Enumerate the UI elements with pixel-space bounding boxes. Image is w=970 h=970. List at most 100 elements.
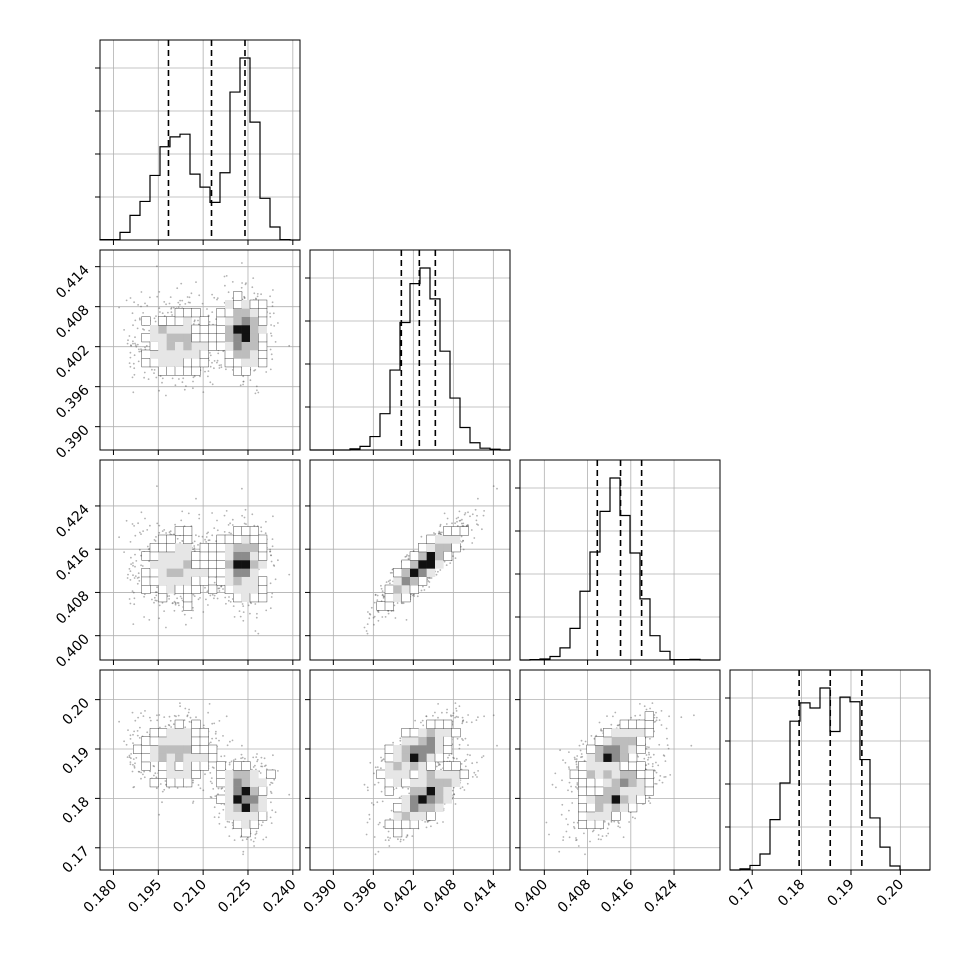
density-cell: [644, 728, 654, 738]
density-cell: [199, 349, 209, 359]
density-cell: [401, 795, 411, 804]
density-cell: [208, 543, 218, 553]
density-cell: [191, 753, 201, 762]
density-cell: [250, 333, 259, 342]
density-cell: [459, 526, 469, 536]
density-cell: [451, 526, 461, 536]
density-cell: [586, 761, 596, 771]
density-cell: [199, 551, 209, 561]
density-cell: [199, 761, 209, 771]
density-cell: [619, 761, 629, 771]
density-cell: [241, 828, 251, 838]
density-cell: [241, 576, 251, 586]
density-cell: [233, 560, 242, 569]
density-cell: [451, 728, 461, 738]
density-cell: [435, 736, 444, 746]
density-cell: [250, 551, 259, 561]
density-cell: [603, 736, 612, 746]
density-cell: [241, 333, 251, 342]
density-cell: [410, 576, 419, 586]
density-cell: [628, 745, 637, 754]
density-cell: [393, 593, 402, 602]
panel-frame: [99, 669, 301, 871]
density-cell: [191, 576, 201, 586]
density-cell: [149, 728, 159, 738]
density-cell: [401, 736, 411, 746]
density-cell: [233, 291, 243, 301]
density-cell: [426, 543, 436, 552]
density-cell: [158, 534, 168, 544]
density-cell: [250, 811, 259, 821]
density-cell: [393, 585, 402, 594]
density-cell: [258, 349, 268, 359]
density-cell: [241, 308, 251, 317]
density-cell: [258, 299, 268, 309]
density-cell: [191, 568, 201, 577]
density-cell: [611, 803, 621, 812]
density-cell: [443, 744, 453, 754]
density-cell: [233, 803, 242, 812]
density-cell: [166, 366, 176, 376]
density-cell: [401, 819, 411, 829]
density-cell: [208, 333, 218, 343]
density-cell: [216, 324, 226, 334]
density-cell: [586, 778, 596, 788]
density-cell: [409, 769, 419, 779]
density-cell: [594, 736, 604, 746]
density-cell: [258, 803, 267, 812]
density-cell: [578, 778, 588, 788]
density-cell: [250, 350, 259, 359]
density-cell: [174, 316, 184, 326]
density-cell: [216, 333, 226, 343]
density-cell: [141, 761, 151, 771]
scatter-panel-p2-p3: [515, 669, 721, 875]
density-cell: [216, 308, 226, 318]
density-cell: [636, 761, 646, 771]
density-cell: [150, 560, 159, 569]
density-cell: [166, 316, 176, 326]
density-cell: [233, 778, 242, 787]
density-cell: [586, 770, 596, 779]
density-cell: [216, 559, 226, 569]
density-cell: [426, 568, 436, 577]
density-cell: [418, 795, 427, 804]
y-tick-label: 0.414: [53, 262, 93, 302]
panel-frame: [309, 669, 511, 871]
density-cell: [225, 300, 234, 309]
density-cell: [393, 828, 403, 838]
density-cell: [241, 535, 251, 544]
density-cell: [611, 761, 621, 771]
density-cell: [233, 593, 243, 603]
density-cell: [199, 744, 209, 754]
density-cell: [241, 786, 251, 796]
density-cell: [241, 341, 251, 351]
density-cell: [418, 778, 427, 787]
density-cell: [435, 770, 444, 779]
density-cell: [426, 534, 436, 544]
density-cell: [250, 778, 259, 787]
y-tick-label: 0.20: [59, 695, 92, 728]
density-cell: [611, 745, 621, 754]
density-cell: [224, 349, 234, 359]
density-cell: [409, 584, 419, 594]
density-cell: [410, 803, 419, 812]
density-cell: [250, 795, 259, 804]
x-tick-label: 0.408: [420, 877, 460, 917]
density-cell: [158, 325, 167, 334]
density-cell: [200, 753, 209, 762]
density-cell: [250, 308, 259, 317]
density-cell: [384, 593, 394, 603]
density-cell: [443, 526, 453, 536]
density-cell: [636, 719, 646, 729]
density-cell: [233, 576, 242, 586]
scatter-points: [545, 702, 695, 856]
density-cell: [241, 366, 251, 376]
density-cell: [200, 568, 209, 577]
density-cell: [595, 761, 604, 771]
density-cell: [233, 543, 242, 552]
density-cell: [258, 560, 267, 569]
x-tick-label: 0.402: [380, 877, 420, 917]
density-cell: [578, 786, 588, 796]
density-cell: [401, 585, 411, 594]
density-cell: [636, 794, 646, 804]
